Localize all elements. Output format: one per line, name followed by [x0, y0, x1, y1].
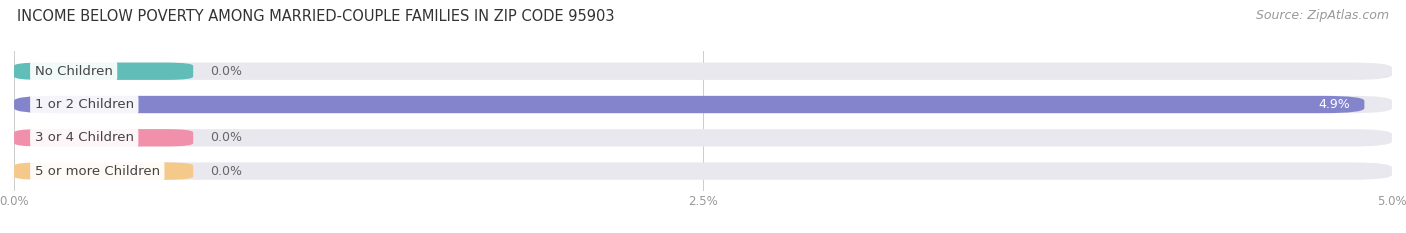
Text: Source: ZipAtlas.com: Source: ZipAtlas.com [1256, 9, 1389, 22]
FancyBboxPatch shape [14, 63, 193, 80]
FancyBboxPatch shape [14, 162, 193, 180]
Text: 4.9%: 4.9% [1319, 98, 1351, 111]
Text: 3 or 4 Children: 3 or 4 Children [35, 131, 134, 144]
FancyBboxPatch shape [14, 129, 193, 147]
FancyBboxPatch shape [14, 162, 1392, 180]
Text: 5 or more Children: 5 or more Children [35, 164, 160, 178]
FancyBboxPatch shape [14, 63, 1392, 80]
Text: 1 or 2 Children: 1 or 2 Children [35, 98, 134, 111]
Text: 0.0%: 0.0% [209, 164, 242, 178]
Text: INCOME BELOW POVERTY AMONG MARRIED-COUPLE FAMILIES IN ZIP CODE 95903: INCOME BELOW POVERTY AMONG MARRIED-COUPL… [17, 9, 614, 24]
Text: No Children: No Children [35, 65, 112, 78]
Text: 0.0%: 0.0% [209, 65, 242, 78]
FancyBboxPatch shape [14, 129, 1392, 147]
Text: 0.0%: 0.0% [209, 131, 242, 144]
FancyBboxPatch shape [14, 96, 1364, 113]
FancyBboxPatch shape [14, 96, 1392, 113]
